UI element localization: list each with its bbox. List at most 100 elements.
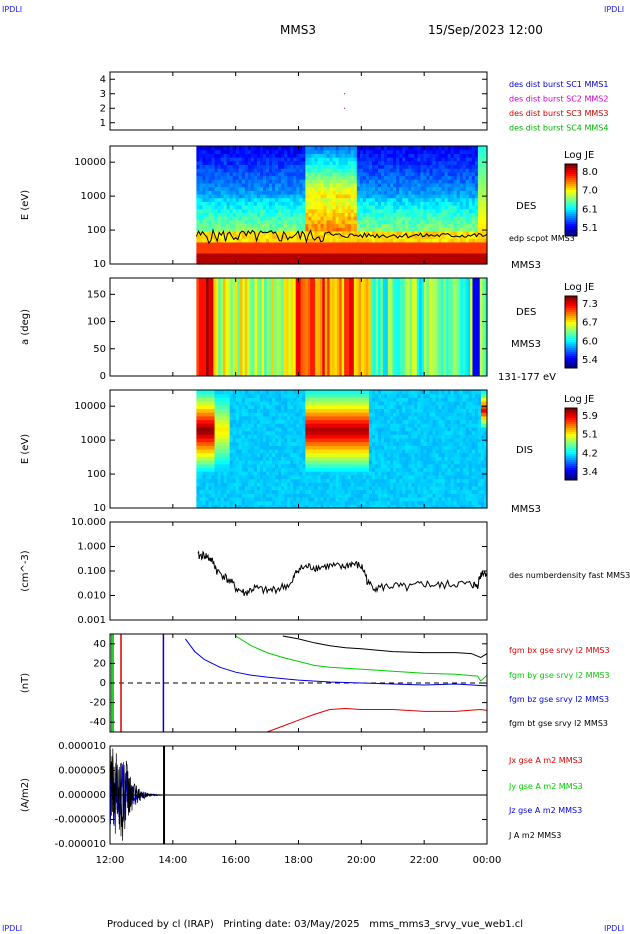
dis-energy-panel-cell (244, 452, 249, 457)
dis-energy-panel-cell (323, 482, 328, 487)
des-energy-panel-cell (223, 193, 228, 199)
dis-energy-panel-cell (323, 393, 328, 398)
des-energy-panel-cell (202, 186, 207, 191)
des-energy-panel-cell (202, 216, 207, 221)
des-energy-panel-cell (477, 146, 482, 151)
des-energy-panel-cell (378, 157, 382, 162)
dis-energy-panel-cell (320, 404, 325, 410)
dis-energy-panel-cell (326, 390, 331, 395)
des-energy-panel-cell (244, 160, 249, 166)
dis-energy-panel-cell (287, 415, 291, 421)
dis-energy-panel-cell (196, 434, 201, 439)
des-energy-panel-cell (229, 227, 234, 232)
des-energy-panel-cell (411, 249, 415, 254)
des-energy-panel-cell (477, 197, 482, 202)
des-energy-panel-cell (287, 164, 291, 169)
des-energy-panel-cell (302, 186, 306, 191)
des-energy-panel-cell (471, 245, 476, 250)
des-energy-panel-cell (444, 146, 449, 151)
dis-energy-panel-cell (220, 415, 225, 421)
dis-energy-panel-cell (214, 474, 219, 480)
des-energy-panel-cell (368, 190, 373, 195)
des-energy-panel-cell (411, 186, 415, 191)
des-energy-panel-cell (468, 205, 473, 210)
dis-energy-panel-cell (344, 423, 349, 428)
des-pitch-panel-heatmap (196, 278, 488, 376)
dis-energy-panel-cell (247, 441, 252, 446)
des-energy-panel-cell (483, 241, 488, 247)
des-energy-panel-cell (269, 182, 273, 188)
des-energy-panel-cell (408, 245, 412, 250)
des-energy-panel-cell (299, 219, 303, 225)
dis-energy-panel-cell (323, 390, 328, 395)
des-energy-panel-cell (423, 182, 428, 188)
des-energy-panel-cell (402, 245, 406, 250)
dis-energy-panel-cell (238, 452, 243, 457)
des-energy-panel-cell (402, 164, 406, 169)
des-energy-panel-cell (266, 205, 270, 210)
des-energy-panel-cell (347, 201, 352, 206)
des-energy-panel-cell (253, 153, 258, 158)
des-energy-panel-cell (347, 160, 352, 166)
des-energy-panel-cell (211, 208, 216, 213)
des-energy-panel-cell (287, 157, 291, 162)
dis-energy-panel-cell (335, 485, 340, 491)
des-energy-panel-cell (247, 168, 252, 173)
dis-energy-panel-cell (241, 426, 246, 432)
dis-energy-panel-cell (226, 500, 231, 505)
des-energy-panel-cell (208, 238, 213, 243)
dis-energy-panel-cell (275, 408, 279, 413)
des-energy-panel-cell (341, 160, 346, 166)
des-energy-panel-cell (450, 208, 455, 213)
des-energy-panel-cell (353, 230, 358, 236)
dis-energy-panel-cell (238, 493, 243, 498)
dis-energy-panel-cell (232, 434, 237, 439)
des-energy-panel-cell (390, 160, 394, 166)
dis-energy-panel-cell (247, 467, 252, 472)
des-energy-panel-cell (196, 179, 201, 184)
dis-energy-panel-cell (235, 449, 240, 454)
dis-energy-panel-cell (302, 419, 306, 424)
des-energy-panel-cell (353, 190, 358, 195)
des-energy-panel-cell (465, 157, 470, 162)
des-energy-panel-cell (402, 208, 406, 213)
des-energy-panel-cell (247, 157, 252, 162)
des-energy-panel-cell (293, 193, 297, 199)
des-energy-panel-cell (381, 234, 385, 239)
des-energy-panel-cell (371, 193, 376, 199)
des-energy-panel-cell (250, 219, 255, 225)
dis-energy-panel-cell (226, 456, 231, 461)
des-energy-panel-cell (341, 216, 346, 221)
dis-energy-panel-cell (235, 412, 240, 417)
des-energy-panel-cell (299, 216, 303, 221)
des-energy-panel-cell (211, 146, 216, 151)
des-energy-panel-cell (432, 197, 437, 202)
des-energy-panel-cell (462, 216, 467, 221)
dis-energy-panel-cell (272, 471, 276, 476)
dis-energy-panel-cell (320, 390, 325, 395)
des-energy-panel-cell (438, 197, 443, 202)
dis-energy-panel-cell (220, 404, 225, 410)
des-energy-panel-cell (320, 227, 325, 232)
des-energy-panel-cell (302, 223, 306, 228)
des-energy-panel-cell (314, 201, 319, 206)
des-energy-panel-cell (317, 223, 322, 228)
dis-energy-panel-cell (308, 397, 313, 402)
dis-energy-panel-cell (272, 437, 276, 443)
des-energy-panel-cell (202, 160, 207, 166)
des-energy-panel-cell (317, 149, 322, 154)
des-energy-panel-cell (399, 219, 403, 225)
des-energy-panel-cell (314, 186, 319, 191)
des-energy-panel-cell (471, 175, 476, 180)
dis-energy-panel-cell (290, 445, 294, 450)
dis-energy-panel-cell (287, 478, 291, 483)
des-energy-panel-cell (420, 153, 425, 158)
des-energy-panel-cell (347, 245, 352, 250)
dis-energy-panel-cell (344, 437, 349, 443)
des-energy-panel-cell (441, 260, 446, 265)
des-energy-panel-cell (299, 249, 303, 254)
des-energy-panel-cell (205, 171, 210, 177)
dis-energy-panel-cell (302, 493, 306, 498)
dis-energy-panel-cell (320, 463, 325, 469)
des-energy-panel-cell (241, 175, 246, 180)
